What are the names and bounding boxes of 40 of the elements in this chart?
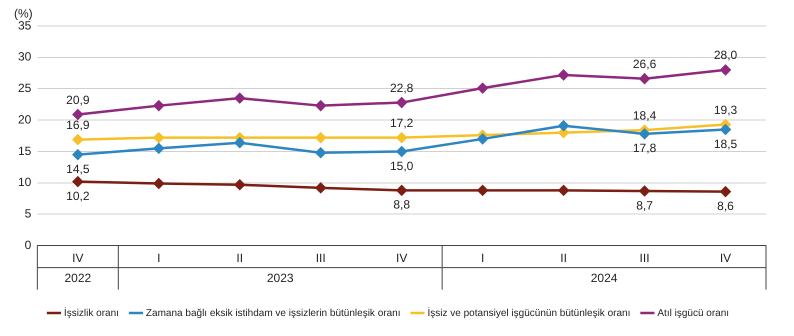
y-tick-label: 30 (18, 50, 32, 64)
data-label: 17,2 (390, 116, 414, 130)
x-tick-label: III (640, 251, 650, 266)
legend-label: Zamana bağlı eksik istihdam ve işsizlerin bütünleşik oranı (146, 308, 400, 319)
data-label: 28,0 (714, 48, 738, 62)
data-label: 8,7 (636, 198, 654, 212)
data-label: 19,3 (714, 102, 738, 117)
y-tick-label: 25 (18, 81, 32, 96)
x-tick-label: IV (396, 251, 408, 266)
text: 2022 (64, 270, 92, 285)
x-tick-label: IV (720, 251, 732, 266)
x-tick-label: I (157, 251, 160, 266)
data-label: 22,8 (390, 80, 414, 95)
data-label: 18,4 (632, 108, 657, 122)
data-label: 8,8 (393, 198, 410, 212)
data-label: 14,5 (66, 162, 90, 176)
x-tick-label: III (316, 251, 326, 266)
y-axis-title: (%) (14, 6, 33, 20)
x-tick-label: IV (72, 251, 84, 266)
data-label: 17,8 (632, 141, 657, 156)
data-label: 8,6 (717, 198, 734, 213)
text: 2024 (590, 270, 618, 285)
data-label: 26,6 (632, 57, 657, 72)
data-label: 16,9 (66, 118, 90, 132)
y-tick-label: 15 (18, 144, 32, 158)
legend-label: İşsizlik oranı (64, 306, 119, 319)
x-tick-label: I (480, 251, 484, 266)
data-label: 18,5 (714, 136, 738, 151)
data-label: 15,0 (390, 158, 414, 173)
x-tick-label: II (560, 251, 567, 266)
data-label: 10,2 (66, 188, 90, 203)
legend-label: Atıl işgücü oranı (657, 308, 730, 319)
y-tick-label: 10 (18, 175, 32, 190)
x-tick-label: II (236, 251, 244, 266)
data-label: 20,9 (66, 92, 90, 107)
text: 2023 (266, 270, 294, 285)
legend-label: İşsiz ve potansiyel işgücünün bütünleşik oranı (427, 306, 630, 319)
y-tick-label: 5 (24, 206, 32, 221)
y-tick-label: 20 (18, 112, 32, 126)
y-tick-label: 0 (24, 238, 32, 252)
